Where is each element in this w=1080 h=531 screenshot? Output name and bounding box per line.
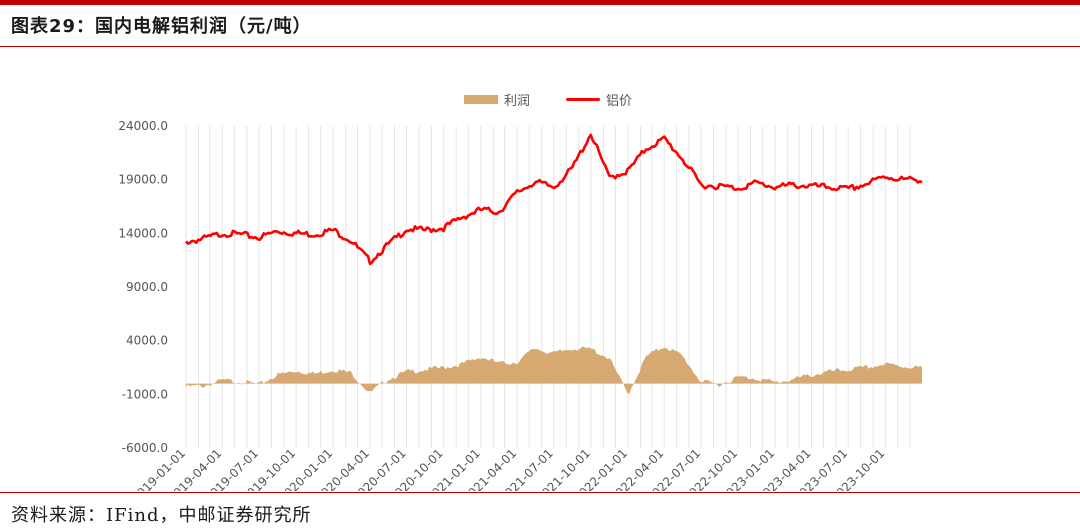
source-note: 资料来源：IFind，中邮证券研究所 xyxy=(11,505,312,526)
figure-title: 图表29：国内电解铝利润（元/吨） xyxy=(11,16,312,37)
top-rule xyxy=(0,0,1080,5)
legend-swatch-price xyxy=(566,98,601,101)
y-axis: -6000.0 -1000.0 4000.0 9000.0 14000.0 19000.0… xyxy=(118,119,168,455)
series-price-line xyxy=(185,133,923,266)
bottom-rule xyxy=(0,492,1080,493)
chart-gridlines xyxy=(185,126,911,448)
legend-item-profit: 利润 xyxy=(464,90,530,109)
y-tick-label: 14000.0 xyxy=(118,226,168,240)
y-tick-label: 4000.0 xyxy=(126,334,168,348)
price-line-layer xyxy=(185,133,923,266)
chart-canvas: -6000.0 -1000.0 4000.0 9000.0 14000.0 19000.0… xyxy=(118,119,923,491)
legend-item-price: 铝价 xyxy=(566,90,632,109)
y-tick-label: -6000.0 xyxy=(122,441,168,455)
title-rule xyxy=(0,46,1080,47)
legend-label-profit: 利润 xyxy=(504,94,531,109)
legend-label-price: 铝价 xyxy=(606,94,633,109)
profit-area-layer xyxy=(186,346,922,394)
y-tick-label: -1000.0 xyxy=(122,387,168,401)
y-tick-label: 19000.0 xyxy=(118,173,168,187)
y-tick-label: 24000.0 xyxy=(118,119,168,133)
y-tick-label: 9000.0 xyxy=(126,280,168,294)
legend-swatch-profit xyxy=(464,95,498,104)
x-axis: 2019-01-012019-04-012019-07-012019-10-01… xyxy=(129,446,888,491)
chart-legend: 利润 铝价 xyxy=(464,90,668,109)
series-profit-area xyxy=(186,346,922,394)
